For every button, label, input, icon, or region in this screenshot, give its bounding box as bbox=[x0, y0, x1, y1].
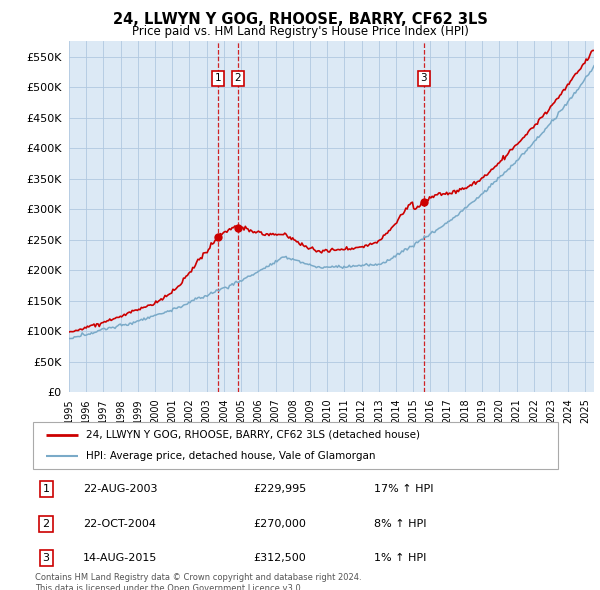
Text: £229,995: £229,995 bbox=[254, 484, 307, 494]
Text: 2: 2 bbox=[43, 519, 50, 529]
Text: 14-AUG-2015: 14-AUG-2015 bbox=[83, 553, 157, 563]
Text: 22-AUG-2003: 22-AUG-2003 bbox=[83, 484, 157, 494]
Text: 1: 1 bbox=[43, 484, 50, 494]
Text: 3: 3 bbox=[421, 73, 427, 83]
Text: 22-OCT-2004: 22-OCT-2004 bbox=[83, 519, 156, 529]
Text: 8% ↑ HPI: 8% ↑ HPI bbox=[374, 519, 427, 529]
Text: £312,500: £312,500 bbox=[254, 553, 306, 563]
Text: 17% ↑ HPI: 17% ↑ HPI bbox=[374, 484, 434, 494]
Text: 3: 3 bbox=[43, 553, 50, 563]
Text: £270,000: £270,000 bbox=[254, 519, 307, 529]
Text: Price paid vs. HM Land Registry's House Price Index (HPI): Price paid vs. HM Land Registry's House … bbox=[131, 25, 469, 38]
Text: Contains HM Land Registry data © Crown copyright and database right 2024.
This d: Contains HM Land Registry data © Crown c… bbox=[35, 573, 361, 590]
FancyBboxPatch shape bbox=[33, 422, 558, 469]
Text: HPI: Average price, detached house, Vale of Glamorgan: HPI: Average price, detached house, Vale… bbox=[86, 451, 375, 461]
Text: 1: 1 bbox=[214, 73, 221, 83]
Text: 24, LLWYN Y GOG, RHOOSE, BARRY, CF62 3LS (detached house): 24, LLWYN Y GOG, RHOOSE, BARRY, CF62 3LS… bbox=[86, 430, 419, 440]
Text: 2: 2 bbox=[235, 73, 241, 83]
Text: 24, LLWYN Y GOG, RHOOSE, BARRY, CF62 3LS: 24, LLWYN Y GOG, RHOOSE, BARRY, CF62 3LS bbox=[113, 12, 487, 27]
Text: 1% ↑ HPI: 1% ↑ HPI bbox=[374, 553, 427, 563]
